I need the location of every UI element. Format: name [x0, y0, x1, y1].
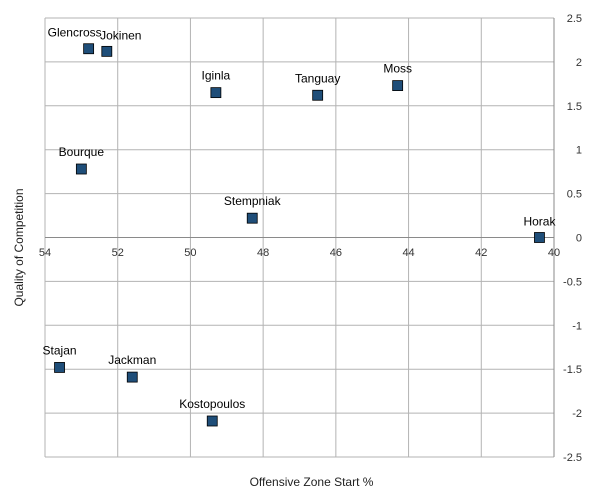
- data-point-bourque: [75, 163, 87, 175]
- point-label: Horak: [523, 215, 556, 229]
- y-tick-label: -1: [572, 320, 582, 332]
- data-point-horak: [534, 232, 545, 243]
- y-tick-label: 1: [576, 145, 582, 157]
- x-tick-label: 42: [475, 247, 487, 259]
- data-point-iginla: [210, 87, 222, 99]
- y-tick-label: -2.5: [563, 452, 582, 464]
- axes: [45, 18, 555, 457]
- y-tick-label: -2: [572, 408, 582, 420]
- y-tick-labels: 2.5 2 1.5 1 0.5 0 -0.5 -1 -1.5 -2 -2.5: [563, 13, 582, 464]
- y-tick-label: 1.5: [567, 101, 582, 113]
- point-label: Iginla: [202, 69, 231, 83]
- data-point-jokinen: [101, 45, 113, 57]
- point-label: Glencross: [48, 26, 102, 40]
- point-label: Kostopoulos: [179, 397, 245, 411]
- data-point-jackman: [126, 371, 138, 383]
- x-tick-label: 44: [402, 247, 414, 259]
- y-tick-label: 2: [576, 57, 582, 69]
- y-tick-label: -0.5: [563, 276, 582, 288]
- point-label: Jokinen: [100, 28, 141, 42]
- data-point-glencross: [83, 43, 95, 55]
- y-axis-title: Quality of Competition: [12, 188, 26, 306]
- y-tick-label: -1.5: [563, 364, 582, 376]
- x-axis-title: Offensive Zone Start %: [250, 475, 374, 489]
- x-tick-label: 40: [548, 247, 560, 259]
- y-tick-label: 2.5: [567, 13, 582, 25]
- y-tick-label: 0.5: [567, 189, 582, 201]
- x-tick-label: 50: [184, 247, 196, 259]
- data-point-stempniak: [246, 212, 258, 224]
- point-label: Moss: [383, 62, 412, 76]
- point-label: Stajan: [43, 343, 77, 357]
- x-tick-label: 54: [39, 247, 51, 259]
- point-label: Stempniak: [224, 194, 282, 208]
- point-label: Bourque: [59, 145, 105, 159]
- x-tick-label: 52: [112, 247, 124, 259]
- data-points: [54, 43, 545, 427]
- x-tick-label: 48: [257, 247, 269, 259]
- data-point-tanguay: [312, 89, 324, 101]
- point-label: Tanguay: [295, 71, 340, 85]
- y-tick-label: 0: [576, 233, 582, 245]
- x-tick-labels: 54 52 50 48 46 44 42 40: [39, 247, 560, 259]
- point-label: Jackman: [108, 353, 156, 367]
- x-tick-label: 46: [330, 247, 342, 259]
- data-point-moss: [392, 80, 404, 92]
- data-point-kostopoulos: [206, 415, 218, 427]
- data-point-stajan: [54, 362, 65, 373]
